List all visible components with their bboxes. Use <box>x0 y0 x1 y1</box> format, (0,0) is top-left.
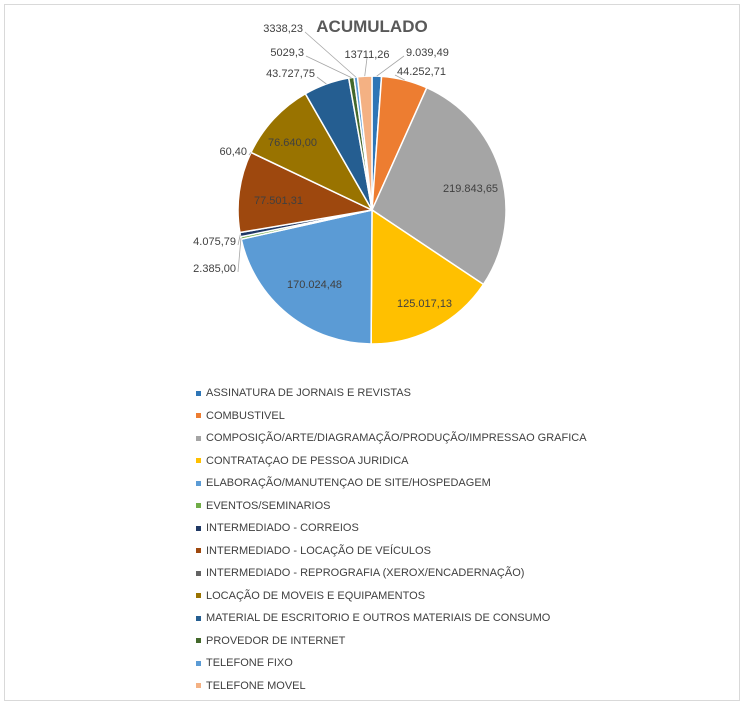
pie-slice <box>240 209 373 345</box>
legend-label: TELEFONE MOVEL <box>206 679 306 692</box>
data-label: 13711,26 <box>344 49 389 61</box>
legend-label: TELEFONE FIXO <box>206 657 293 670</box>
legend-label: CONTRATAÇAO DE PESSOA JURIDICA <box>206 454 409 467</box>
legend-swatch <box>196 638 201 644</box>
legend-swatch <box>196 413 201 419</box>
legend-entry: TELEFONE FIXO <box>196 652 587 675</box>
data-label: 125.017,13 <box>397 298 452 310</box>
legend-label: ASSINATURA DE JORNAIS E REVISTAS <box>206 387 411 400</box>
legend-entry: INTERMEDIADO - CORREIOS <box>196 517 587 540</box>
data-label: 5029,3 <box>270 47 304 59</box>
chart-legend: ASSINATURA DE JORNAIS E REVISTAS COMBUSTI… <box>196 382 587 697</box>
legend-label: INTERMEDIADO - REPROGRAFIA (XEROX/ENCADE… <box>206 567 525 580</box>
leader-line <box>376 55 405 77</box>
legend-swatch <box>196 615 201 621</box>
data-label: 60,40 <box>219 146 247 158</box>
pie-slice <box>371 86 507 286</box>
chart-title: ACUMULADO <box>316 17 427 36</box>
legend-label: PROVEDOR DE INTERNET <box>206 634 346 647</box>
legend-swatch <box>196 683 201 689</box>
leader-line <box>316 76 327 85</box>
leader-line <box>304 31 357 78</box>
legend-entry: ASSINATURA DE JORNAIS E REVISTAS <box>196 382 587 405</box>
data-label: 43.727,75 <box>266 68 315 80</box>
data-label: 76.640,00 <box>268 137 317 149</box>
legend-entry: MATERIAL DE ESCRITORIO E OUTROS MATERIAI… <box>196 607 587 630</box>
leader-line <box>364 57 368 77</box>
data-label: 2.385,00 <box>193 263 236 275</box>
leader-line <box>394 74 405 81</box>
legend-label: ELABORAÇÃO/MANUTENÇAO DE SITE/HOSPEDAGEM <box>206 477 491 490</box>
data-label: 3338,23 <box>263 23 303 35</box>
legend-entry: TELEFONE MOVEL <box>196 675 587 698</box>
legend-entry: INTERMEDIADO - LOCAÇÃO DE VEÍCULOS <box>196 540 587 563</box>
data-label: 44.252,71 <box>397 66 446 78</box>
data-label: 219.843,65 <box>443 183 498 195</box>
legend-swatch <box>196 660 201 666</box>
data-label: 77.501,31 <box>254 195 303 207</box>
legend-label: COMPOSIÇÃO/ARTE/DIAGRAMAÇÃO/PRODUÇÃO/IMP… <box>206 432 587 445</box>
leader-line <box>237 234 241 246</box>
legend-label: EVENTOS/SEMINARIOS <box>206 499 331 512</box>
legend-swatch <box>196 548 201 554</box>
legend-swatch <box>196 458 201 464</box>
legend-entry: EVENTOS/SEMINARIOS <box>196 495 587 518</box>
data-label: 9.039,49 <box>406 47 449 59</box>
legend-label: LOCAÇÃO DE MOVEIS E EQUIPAMENTOS <box>206 589 426 602</box>
legend-entry: COMBUSTIVEL <box>196 405 587 428</box>
leader-line <box>305 55 352 78</box>
legend-entry: ELABORAÇÃO/MANUTENÇAO DE SITE/HOSPEDAGEM <box>196 472 587 495</box>
data-label: 4.075,79 <box>193 236 236 248</box>
legend-entry: INTERMEDIADO - REPROGRAFIA (XEROX/ENCADE… <box>196 562 587 585</box>
legend-swatch <box>196 390 201 396</box>
data-label: 170.024,48 <box>287 279 342 291</box>
legend-entry: LOCAÇÃO DE MOVEIS E EQUIPAMENTOS <box>196 585 587 608</box>
pie-slice <box>250 92 374 212</box>
legend-swatch <box>196 593 201 599</box>
legend-entry: CONTRATAÇAO DE PESSOA JURIDICA <box>196 450 587 473</box>
legend-swatch <box>196 525 201 531</box>
legend-entry: PROVEDOR DE INTERNET <box>196 630 587 653</box>
legend-swatch <box>196 435 201 441</box>
pie-slice <box>370 208 485 345</box>
leader-line <box>237 237 242 273</box>
leader-line <box>248 152 252 156</box>
legend-entry: COMPOSIÇÃO/ARTE/DIAGRAMAÇÃO/PRODUÇÃO/IMP… <box>196 427 587 450</box>
legend-label: INTERMEDIADO - CORREIOS <box>206 522 359 535</box>
legend-label: MATERIAL DE ESCRITORIO E OUTROS MATERIAI… <box>206 612 551 625</box>
legend-swatch <box>196 503 201 509</box>
legend-label: COMBUSTIVEL <box>206 409 285 422</box>
legend-swatch <box>196 480 201 486</box>
legend-label: INTERMEDIADO - LOCAÇÃO DE VEÍCULOS <box>206 544 431 557</box>
legend-swatch <box>196 570 201 576</box>
